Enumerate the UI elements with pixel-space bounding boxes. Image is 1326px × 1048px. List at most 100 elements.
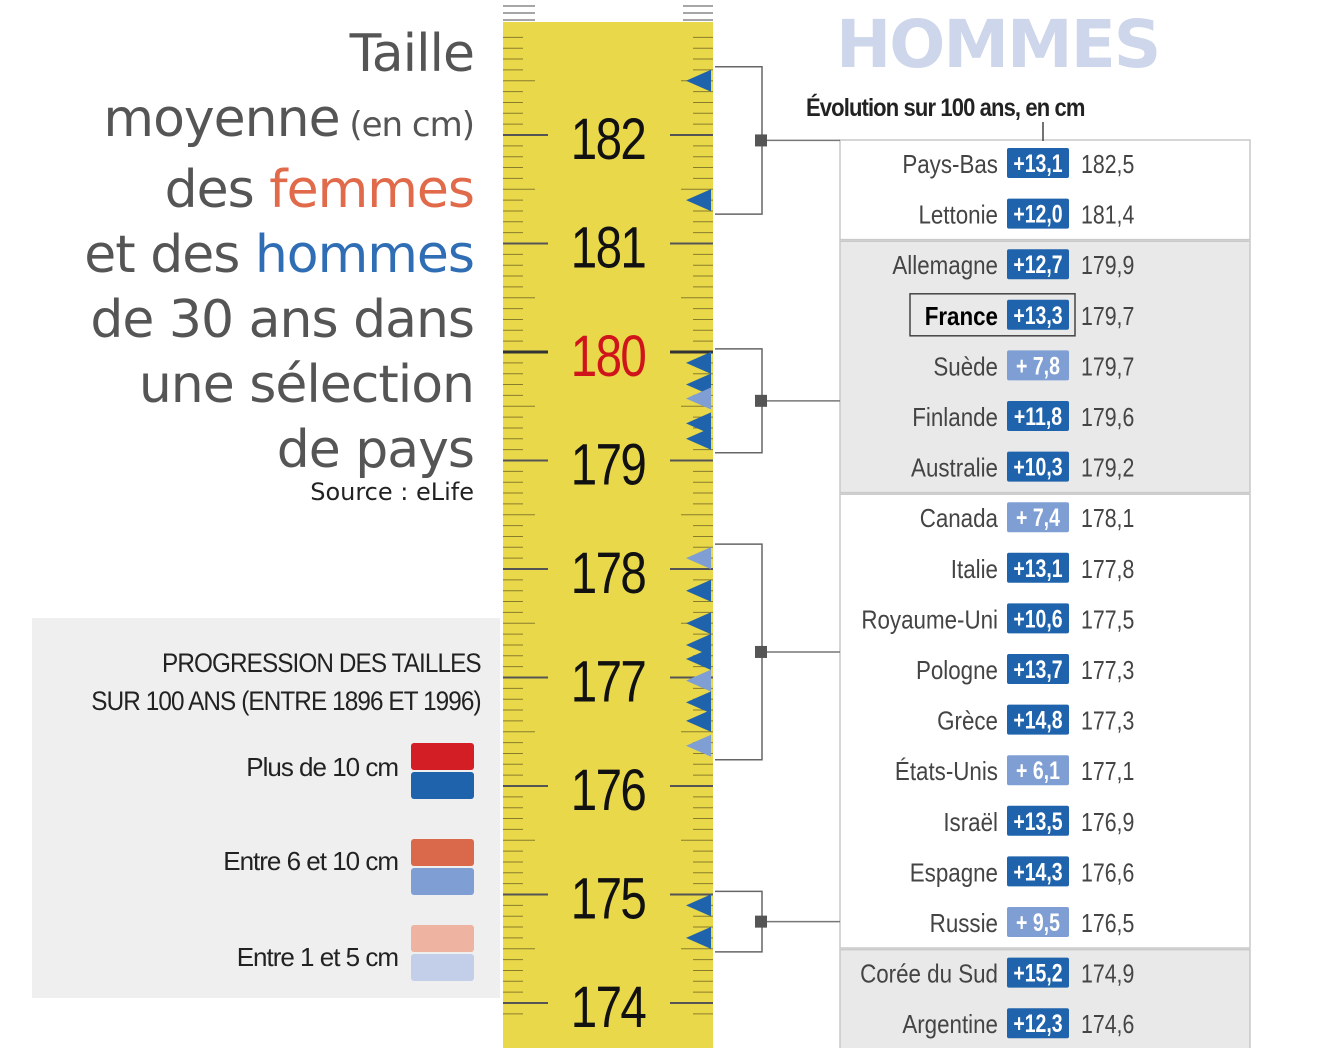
change-badge — [1007, 805, 1069, 836]
change-value: + 7,8 — [1016, 352, 1060, 380]
height-marker — [686, 669, 711, 692]
legend-swatch-male-high — [411, 772, 474, 799]
change-value: +13,3 — [1013, 301, 1062, 329]
height-value: 182,5 — [1081, 150, 1134, 180]
title-line-7: de pays — [276, 420, 475, 480]
height-value: 179,9 — [1081, 251, 1134, 281]
table-row: États-Unis + 6,1 177,1 — [895, 755, 1134, 787]
change-badge — [1007, 198, 1069, 229]
change-badge — [1007, 148, 1069, 178]
table-row: Pologne +13,7 177,3 — [916, 654, 1134, 686]
title-line-4: et des hommes — [84, 223, 475, 288]
country-name: Finlande — [912, 403, 998, 432]
legend-swatch-female-mid — [411, 839, 474, 866]
group-bracket — [715, 66, 763, 215]
title-line-6: une sélection — [138, 355, 475, 415]
height-value: 179,2 — [1081, 454, 1134, 484]
change-badge — [1007, 299, 1069, 330]
legend-title-line-2: SUR 100 ANS (ENTRE 1896 ET 1996) — [91, 686, 482, 716]
height-value: 177,3 — [1081, 656, 1134, 686]
height-value: 177,1 — [1081, 757, 1134, 787]
height-marker — [686, 647, 711, 670]
height-value: 176,6 — [1081, 858, 1134, 888]
legend-swatch-female-low — [411, 925, 474, 952]
change-badge — [1007, 1008, 1069, 1039]
height-marker — [686, 612, 711, 635]
height-value: 179,7 — [1081, 352, 1134, 382]
table-row: Canada + 7,4 178,1 — [920, 502, 1134, 534]
change-value: +10,3 — [1013, 453, 1062, 481]
change-value: + 7,4 — [1016, 504, 1060, 532]
legend-label-high: Plus de 10 cm — [246, 752, 399, 782]
country-name: Italie — [951, 555, 998, 584]
ruler-major-ticks — [503, 134, 713, 1004]
legend-title: PROGRESSION DES TAILLES SUR 100 ANS (ENT… — [91, 644, 482, 720]
height-marker — [686, 709, 711, 732]
tick-label: 176 — [571, 759, 646, 824]
height-marker — [686, 691, 711, 714]
title-et-des: et des — [84, 225, 255, 285]
height-value: 177,8 — [1081, 555, 1134, 585]
table-row: Suède + 7,8 179,7 — [933, 350, 1134, 382]
france-highlight-box — [909, 293, 1076, 337]
change-value: +12,0 — [1013, 200, 1062, 228]
country-name: Pays-Bas — [902, 150, 998, 179]
legend-label-mid: Entre 6 et 10 cm — [223, 846, 399, 876]
country-name: France — [925, 302, 998, 331]
title-line-2: moyenne (en cm) — [84, 87, 475, 158]
change-badge — [1007, 856, 1069, 887]
height-value: 174,6 — [1081, 1010, 1134, 1040]
group-connector-node — [755, 394, 767, 407]
change-value: +10,6 — [1013, 605, 1062, 633]
height-value: 178,1 — [1081, 504, 1134, 534]
table-row: Corée du Sud +15,2 174,9 — [860, 957, 1134, 990]
country-name: Allemagne — [892, 252, 998, 281]
change-badge — [1007, 552, 1069, 583]
hommes-heading: HOMMES — [836, 6, 1161, 83]
change-value: +13,7 — [1013, 656, 1062, 684]
change-badge — [1007, 249, 1069, 280]
country-name: Australie — [911, 454, 998, 483]
height-marker — [686, 734, 711, 757]
height-marker — [686, 373, 711, 396]
tick-label: 179 — [571, 433, 645, 498]
legend-swatch-male-mid — [411, 868, 474, 895]
legend-swatch-male-low — [411, 954, 474, 981]
tick-label: 181 — [571, 216, 645, 281]
table-row: Australie +10,3 179,2 — [911, 451, 1134, 484]
height-marker — [686, 387, 711, 410]
country-name: Suède — [933, 353, 998, 382]
height-value: 177,3 — [1081, 707, 1134, 737]
height-value: 176,9 — [1081, 808, 1134, 838]
title-unit: (en cm) — [339, 105, 475, 145]
table-row: Royaume-Uni +10,6 177,5 — [861, 603, 1134, 635]
country-name: Espagne — [910, 859, 998, 888]
group-connector-node — [755, 134, 767, 147]
change-value: +15,2 — [1013, 959, 1062, 987]
change-badge — [1007, 401, 1069, 431]
country-name: Russie — [930, 909, 998, 938]
height-marker — [686, 351, 711, 374]
table-row: Finlande +11,8 179,6 — [912, 401, 1134, 433]
height-marker — [686, 412, 711, 435]
height-marker — [686, 926, 711, 949]
table-row: Grèce +14,8 177,3 — [937, 704, 1134, 737]
tick-label: 182 — [571, 108, 645, 173]
height-marker — [686, 189, 711, 212]
chart-title: Taille moyenne (en cm) des femmes et des… — [84, 22, 475, 483]
tick-label: 175 — [571, 867, 646, 932]
change-badge — [1007, 907, 1069, 937]
height-marker — [686, 633, 711, 656]
height-value: 174,9 — [1081, 960, 1134, 990]
height-marker — [686, 579, 711, 602]
change-badge — [1007, 957, 1069, 988]
change-value: +12,3 — [1013, 1010, 1062, 1038]
table-row: Russie + 9,5 176,5 — [930, 907, 1134, 939]
legend-label-low: Entre 1 et 5 cm — [236, 942, 399, 972]
height-value: 179,7 — [1081, 302, 1134, 332]
change-value: +13,1 — [1013, 150, 1062, 178]
source-note: Source : eLife — [310, 478, 474, 506]
table-row: Allemagne +12,7 179,9 — [892, 249, 1134, 281]
country-name: États-Unis — [895, 758, 998, 787]
change-badge — [1007, 603, 1069, 634]
